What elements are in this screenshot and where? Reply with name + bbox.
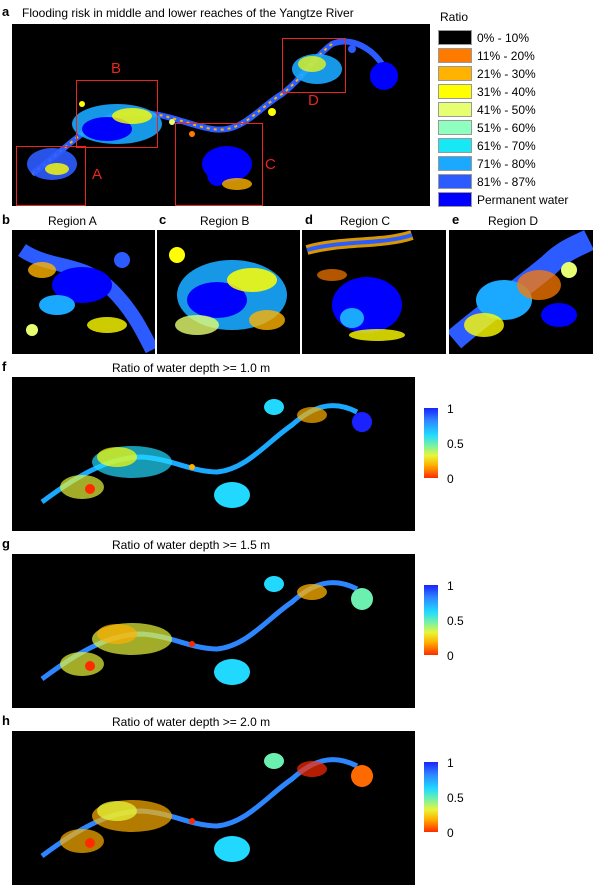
- legend-swatch: [438, 48, 472, 63]
- colorbar-g-tick-max: 1: [447, 579, 454, 593]
- depth-2m-map: [12, 731, 415, 885]
- panel-d-title: Region C: [340, 214, 391, 228]
- region-a-map: [12, 230, 155, 354]
- colorbar-g: [424, 585, 438, 655]
- panel-f-label: f: [2, 359, 7, 374]
- colorbar-f: [424, 408, 438, 478]
- legend-item: 31% - 40%: [438, 84, 598, 100]
- colorbar-g-tick-mid: 0.5: [447, 614, 464, 628]
- legend-item-label: 71% - 80%: [477, 157, 536, 171]
- legend-item: 0% - 10%: [438, 30, 598, 46]
- legend-item-label: 0% - 10%: [477, 31, 530, 45]
- legend-item: 11% - 20%: [438, 48, 598, 64]
- legend-item-label: 61% - 70%: [477, 139, 536, 153]
- legend-item: 41% - 50%: [438, 102, 598, 118]
- legend-item: 61% - 70%: [438, 138, 598, 154]
- panel-a-map: A B C D: [12, 24, 430, 206]
- panel-b-title: Region A: [48, 214, 97, 228]
- panel-c-map: [157, 230, 300, 354]
- panel-e-map: [449, 230, 593, 354]
- panel-h-title: Ratio of water depth >= 2.0 m: [112, 715, 271, 729]
- panel-g-title: Ratio of water depth >= 1.5 m: [112, 538, 271, 552]
- panel-f-map: [12, 377, 415, 531]
- region-d-map: [449, 230, 593, 354]
- panel-e-label: e: [452, 212, 460, 227]
- panel-c-label: c: [159, 212, 167, 227]
- region-b-map: [157, 230, 300, 354]
- colorbar-f-tick-max: 1: [447, 402, 454, 416]
- legend-item-label: 11% - 20%: [477, 49, 535, 63]
- legend-swatch: [438, 84, 472, 99]
- panel-b-label: b: [2, 212, 10, 227]
- panel-b-map: [12, 230, 155, 354]
- legend-swatch: [438, 30, 472, 45]
- region-d-label: D: [308, 92, 319, 109]
- colorbar-h-tick-min: 0: [447, 826, 454, 840]
- legend-swatch: [438, 174, 472, 189]
- legend-item: Permanent water: [438, 192, 598, 208]
- legend-swatch: [438, 102, 472, 117]
- legend-title: Ratio: [440, 10, 469, 24]
- panel-g-map: [12, 554, 415, 708]
- panel-a-label: a: [2, 4, 10, 19]
- region-d-box: [282, 38, 346, 93]
- legend-item-label: 51% - 60%: [477, 121, 536, 135]
- region-c-box: [175, 123, 263, 206]
- legend-item-label: 81% - 87%: [477, 175, 536, 189]
- legend-item-label: 31% - 40%: [477, 85, 536, 99]
- colorbar-h: [424, 762, 438, 832]
- legend-swatch: [438, 120, 472, 135]
- legend-item: 71% - 80%: [438, 156, 598, 172]
- panel-h-label: h: [2, 713, 10, 728]
- panel-c-title: Region B: [200, 214, 250, 228]
- region-a-box: [16, 146, 86, 206]
- panel-a-title: Flooding risk in middle and lower reache…: [22, 6, 354, 20]
- panel-h-map: [12, 731, 415, 885]
- colorbar-f-tick-mid: 0.5: [447, 437, 464, 451]
- colorbar-h-tick-max: 1: [447, 756, 454, 770]
- panel-g-label: g: [2, 536, 10, 551]
- region-c-label: C: [265, 156, 276, 173]
- legend-item-label: 21% - 30%: [477, 67, 536, 81]
- legend-swatch: [438, 156, 472, 171]
- legend-item: 81% - 87%: [438, 174, 598, 190]
- depth-1-5m-map: [12, 554, 415, 708]
- depth-1m-map: [12, 377, 415, 531]
- region-c-map: [302, 230, 446, 354]
- colorbar-h-tick-mid: 0.5: [447, 791, 464, 805]
- yangtze-overview-map: [12, 24, 430, 206]
- legend-item-label: 41% - 50%: [477, 103, 536, 117]
- panel-e-title: Region D: [488, 214, 539, 228]
- panel-f-title: Ratio of water depth >= 1.0 m: [112, 361, 271, 375]
- panel-d-label: d: [305, 212, 313, 227]
- legend-swatch: [438, 138, 472, 153]
- legend-swatch: [438, 66, 472, 81]
- colorbar-f-tick-min: 0: [447, 472, 454, 486]
- legend: 0% - 10% 11% - 20% 21% - 30% 31% - 40% 4…: [438, 30, 598, 210]
- panel-d-map: [302, 230, 446, 354]
- region-b-label: B: [111, 60, 122, 77]
- legend-item: 51% - 60%: [438, 120, 598, 136]
- colorbar-g-tick-min: 0: [447, 649, 454, 663]
- legend-swatch: [438, 192, 472, 207]
- legend-item: 21% - 30%: [438, 66, 598, 82]
- region-b-box: [76, 80, 158, 148]
- region-a-label: A: [92, 166, 103, 183]
- legend-item-label: Permanent water: [477, 193, 569, 207]
